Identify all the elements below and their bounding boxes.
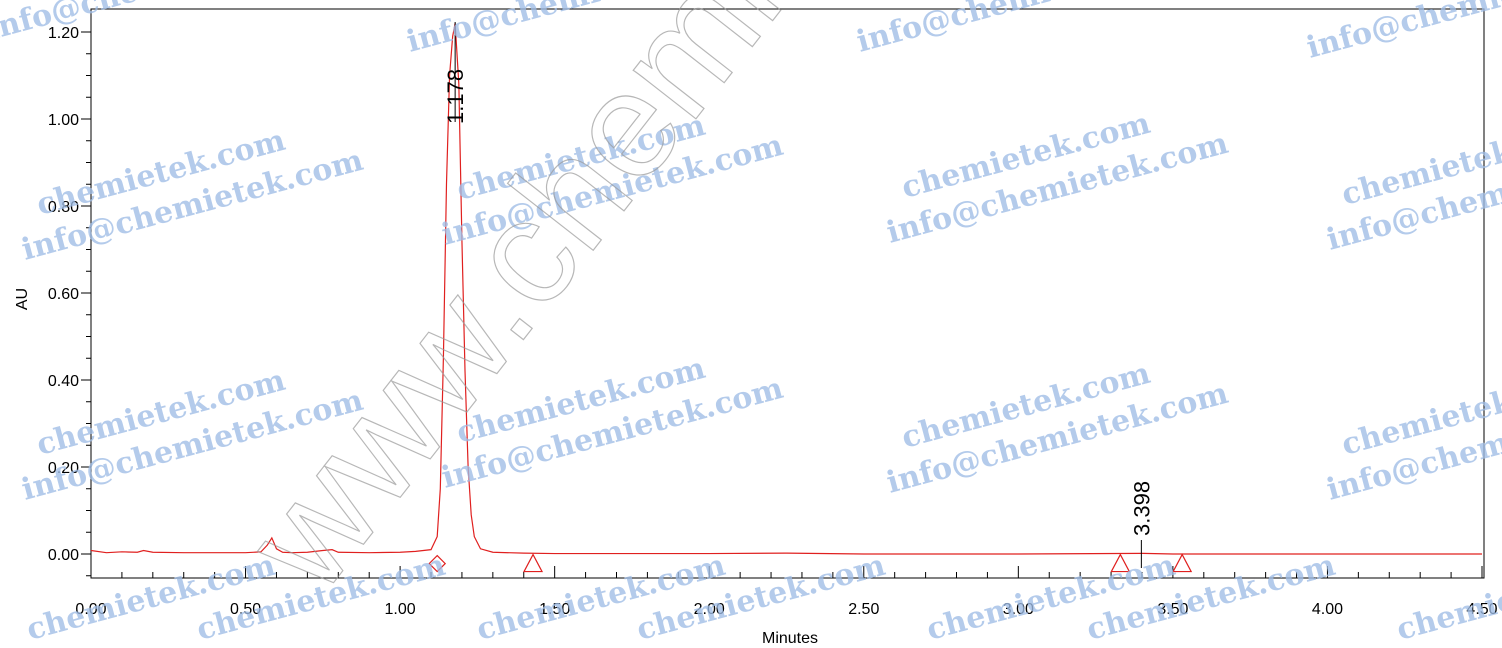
peak-end-triangle-marker: [1110, 553, 1131, 573]
peak-end-triangle-marker: [1172, 553, 1193, 573]
x-tick-label: 0.00: [75, 601, 106, 618]
x-tick-label: 3.50: [1157, 601, 1188, 618]
x-tick-label: 2.00: [694, 601, 725, 618]
y-tick-label: 0.80: [48, 199, 79, 216]
x-axis: 0.00 0.50 1.00 1.50 2.00 2.50 3.00 3.50 4.00 4.50: [75, 566, 1498, 618]
y-tick-label: 0.60: [48, 286, 79, 303]
peak-end-triangle-marker: [523, 553, 544, 573]
watermark-site-outline-text: www.chemietek.com: [212, 0, 1187, 620]
x-axis-title: Minutes: [762, 630, 818, 647]
watermark-domain-text: chemietek.com: [1393, 548, 1502, 648]
x-tick-label: 2.50: [848, 601, 879, 618]
x-tick-label: 1.50: [539, 601, 570, 618]
integration-markers: [428, 553, 1193, 573]
peak-start-diamond-marker: [428, 554, 447, 573]
watermark-email-text: info@chemietek.com: [1303, 0, 1502, 66]
peak-label: 1.178: [443, 69, 468, 124]
y-axis-title: AU: [14, 288, 31, 310]
peak-label: 3.398: [1129, 481, 1154, 536]
y-tick-label: 0.20: [48, 460, 79, 477]
x-tick-label: 4.00: [1312, 601, 1343, 618]
y-tick-label: 0.40: [48, 373, 79, 390]
x-tick-label: 1.00: [385, 601, 416, 618]
x-tick-label: 3.00: [1003, 601, 1034, 618]
chromatogram-trace: [90, 23, 1482, 555]
y-tick-label: 1.00: [48, 112, 79, 129]
y-axis: 0.00 0.20 0.40 0.60 0.80 1.00 1.20: [48, 25, 91, 577]
x-tick-label: 0.50: [230, 601, 261, 618]
y-tick-label: 1.20: [48, 25, 79, 42]
peak-labels: 1.178 3.398: [443, 22, 1154, 568]
y-tick-label: 0.00: [48, 547, 79, 564]
x-tick-label: 4.50: [1466, 601, 1497, 618]
